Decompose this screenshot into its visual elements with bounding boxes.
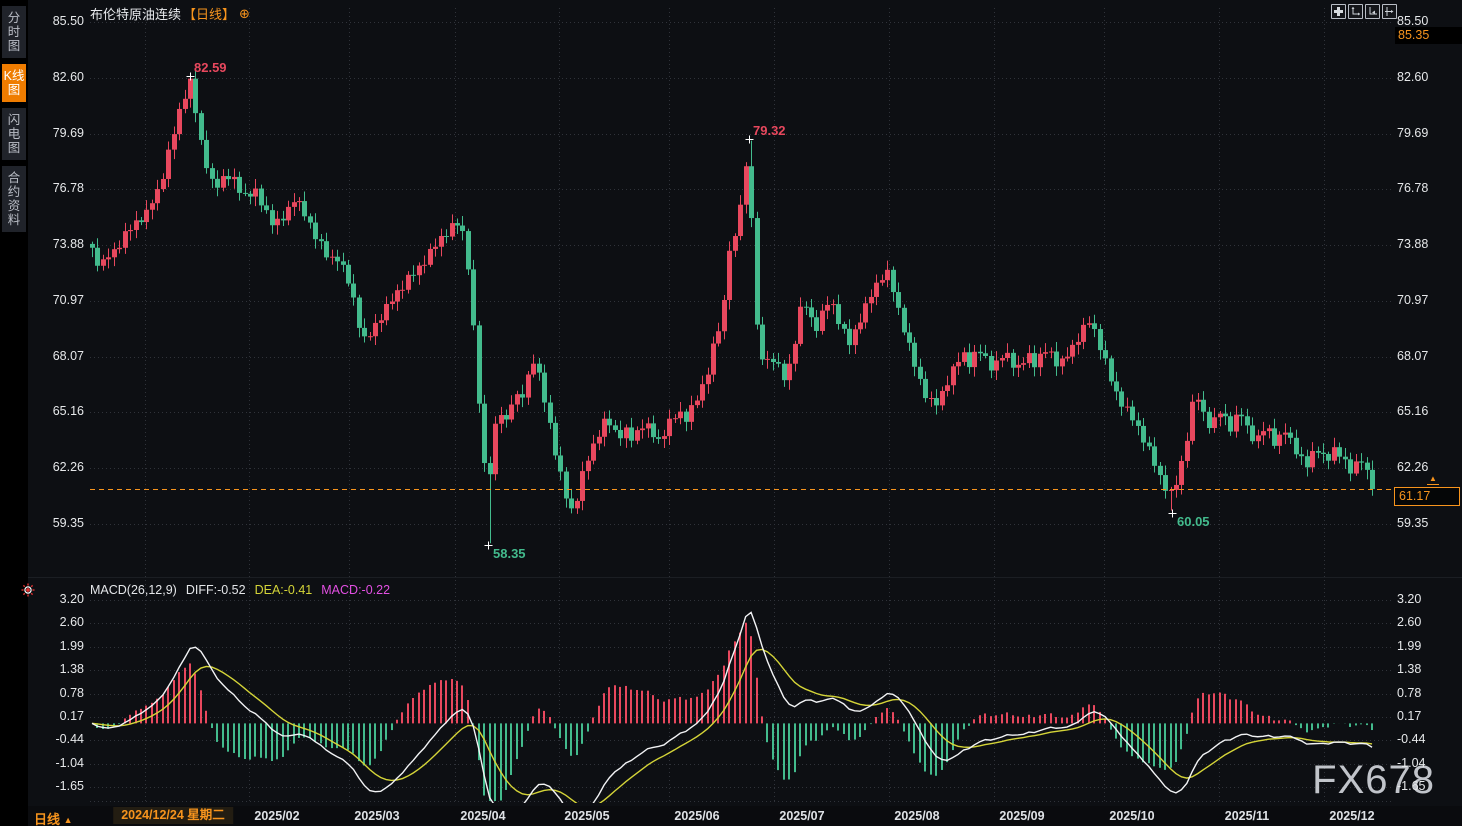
- price-tick-right: 73.88: [1397, 237, 1429, 251]
- price-tick-right: 68.07: [1397, 349, 1429, 363]
- first-date-label: 2024/12/24 星期二: [113, 807, 233, 824]
- sidebar-item-timeline[interactable]: 分时图: [2, 6, 26, 58]
- price-tick-left: 65.16: [52, 404, 84, 418]
- chart-type-sidebar: 分时图 K线图 闪电图 合约资料: [0, 0, 28, 826]
- symbol-title: 布伦特原油连续: [90, 7, 182, 22]
- price-tick-left: 85.50: [52, 14, 84, 28]
- indicator-settings-icon[interactable]: [21, 583, 35, 602]
- pan-right-icon[interactable]: [1382, 4, 1397, 19]
- month-tick-label: 2025/06: [674, 809, 720, 823]
- month-tick-label: 2025/08: [894, 809, 940, 823]
- month-tick-label: 2025/10: [1109, 809, 1155, 823]
- price-tick-left: 76.78: [52, 181, 84, 195]
- chart-header: 布伦特原油连续 【日线】 ⊕: [90, 4, 250, 23]
- macd-tick-right: 1.38: [1397, 662, 1422, 676]
- price-tick-left: 73.88: [52, 237, 84, 251]
- chart-toolbar: [1331, 4, 1397, 19]
- month-tick-label: 2025/03: [354, 809, 400, 823]
- high-price-annotation: 82.59: [194, 59, 227, 75]
- price-tick-right: 70.97: [1397, 293, 1429, 307]
- macd-tick-right: 0.17: [1397, 709, 1422, 723]
- price-tick-right: 59.35: [1397, 516, 1429, 530]
- price-tick-left: 62.26: [52, 460, 84, 474]
- macd-tick-right: -1.04: [1397, 756, 1426, 770]
- chevron-up-icon: ▲: [63, 815, 73, 825]
- price-tick-right: 65.16: [1397, 404, 1429, 418]
- month-tick-label: 2025/02: [254, 809, 300, 823]
- macd-tick-left: 1.38: [59, 662, 84, 676]
- price-tick-left: 68.07: [52, 349, 84, 363]
- macd-dea-value: DEA:-0.41: [254, 583, 313, 597]
- period-selector[interactable]: 日线 ▲: [34, 812, 73, 826]
- month-tick-label: 2025/07: [779, 809, 825, 823]
- macd-tick-left: -0.44: [55, 732, 85, 746]
- low-price-annotation: 58.35: [493, 546, 526, 562]
- last-price-box: 61.17: [1394, 487, 1460, 506]
- macd-tick-left: -1.65: [55, 779, 85, 793]
- low-price-annotation: 60.05: [1177, 513, 1210, 529]
- period-tag: 【日线】: [183, 7, 236, 22]
- price-tick-right: 76.78: [1397, 181, 1429, 195]
- macd-tick-left: 1.99: [59, 639, 84, 653]
- sidebar-item-flash[interactable]: 闪电图: [2, 108, 26, 160]
- price-tick-right: 62.26: [1397, 460, 1429, 474]
- macd-tick-left: 0.17: [59, 709, 84, 723]
- macd-legend: MACD(26,12,9) DIFF:-0.52 DEA:-0.41 MACD:…: [90, 583, 390, 597]
- macd-tick-right: 3.20: [1397, 592, 1422, 606]
- macd-tick-right: -0.44: [1397, 732, 1426, 746]
- macd-macd-value: MACD:-0.22: [321, 583, 391, 597]
- macd-name: MACD(26,12,9): [90, 583, 177, 597]
- month-tick-label: 2025/09: [999, 809, 1045, 823]
- time-axis-bar: 日线 ▲ 2024/12/24 星期二 2025/02 2025/03 2025/0…: [0, 806, 1462, 826]
- sidebar-item-kline[interactable]: K线图: [2, 64, 26, 102]
- month-tick-label: 2025/12: [1329, 809, 1375, 823]
- price-tick-right: 85.50: [1397, 14, 1429, 28]
- macd-tick-left: 2.60: [59, 615, 84, 629]
- axis-scale-icon[interactable]: [1365, 4, 1380, 19]
- price-tick-left: 82.60: [52, 70, 84, 84]
- fx678-watermark: FX678: [1312, 758, 1435, 802]
- circled-plus-icon[interactable]: ⊕: [239, 5, 250, 21]
- axis-zoom-icon[interactable]: [1348, 4, 1363, 19]
- price-tick-left: 59.35: [52, 516, 84, 530]
- macd-tick-right: 2.60: [1397, 615, 1422, 629]
- move-icon[interactable]: [1331, 4, 1346, 19]
- month-tick-label: 2025/05: [564, 809, 610, 823]
- sidebar-item-contract-info[interactable]: 合约资料: [2, 166, 26, 232]
- macd-diff-value: DIFF:-0.52: [185, 583, 246, 597]
- price-tick-left: 79.69: [52, 126, 84, 140]
- pane-divider: [28, 577, 1462, 578]
- axis-high-marker: 85.35: [1395, 27, 1462, 44]
- macd-tick-right: -1.65: [1397, 779, 1426, 793]
- macd-tick-left: 0.78: [59, 686, 84, 700]
- high-price-annotation: 79.32: [753, 122, 786, 138]
- price-tick-right: 82.60: [1397, 70, 1429, 84]
- month-tick-label: 2025/11: [1224, 809, 1270, 823]
- macd-tick-right: 1.99: [1397, 639, 1422, 653]
- macd-tick-left: -1.04: [55, 756, 85, 770]
- price-tick-right: 79.69: [1397, 126, 1429, 140]
- price-tick-left: 70.97: [52, 293, 84, 307]
- price-anchor-icon[interactable]: ▲: [1427, 474, 1439, 485]
- month-tick-label: 2025/04: [460, 809, 506, 823]
- macd-tick-right: 0.78: [1397, 686, 1422, 700]
- macd-tick-left: 3.20: [59, 592, 84, 606]
